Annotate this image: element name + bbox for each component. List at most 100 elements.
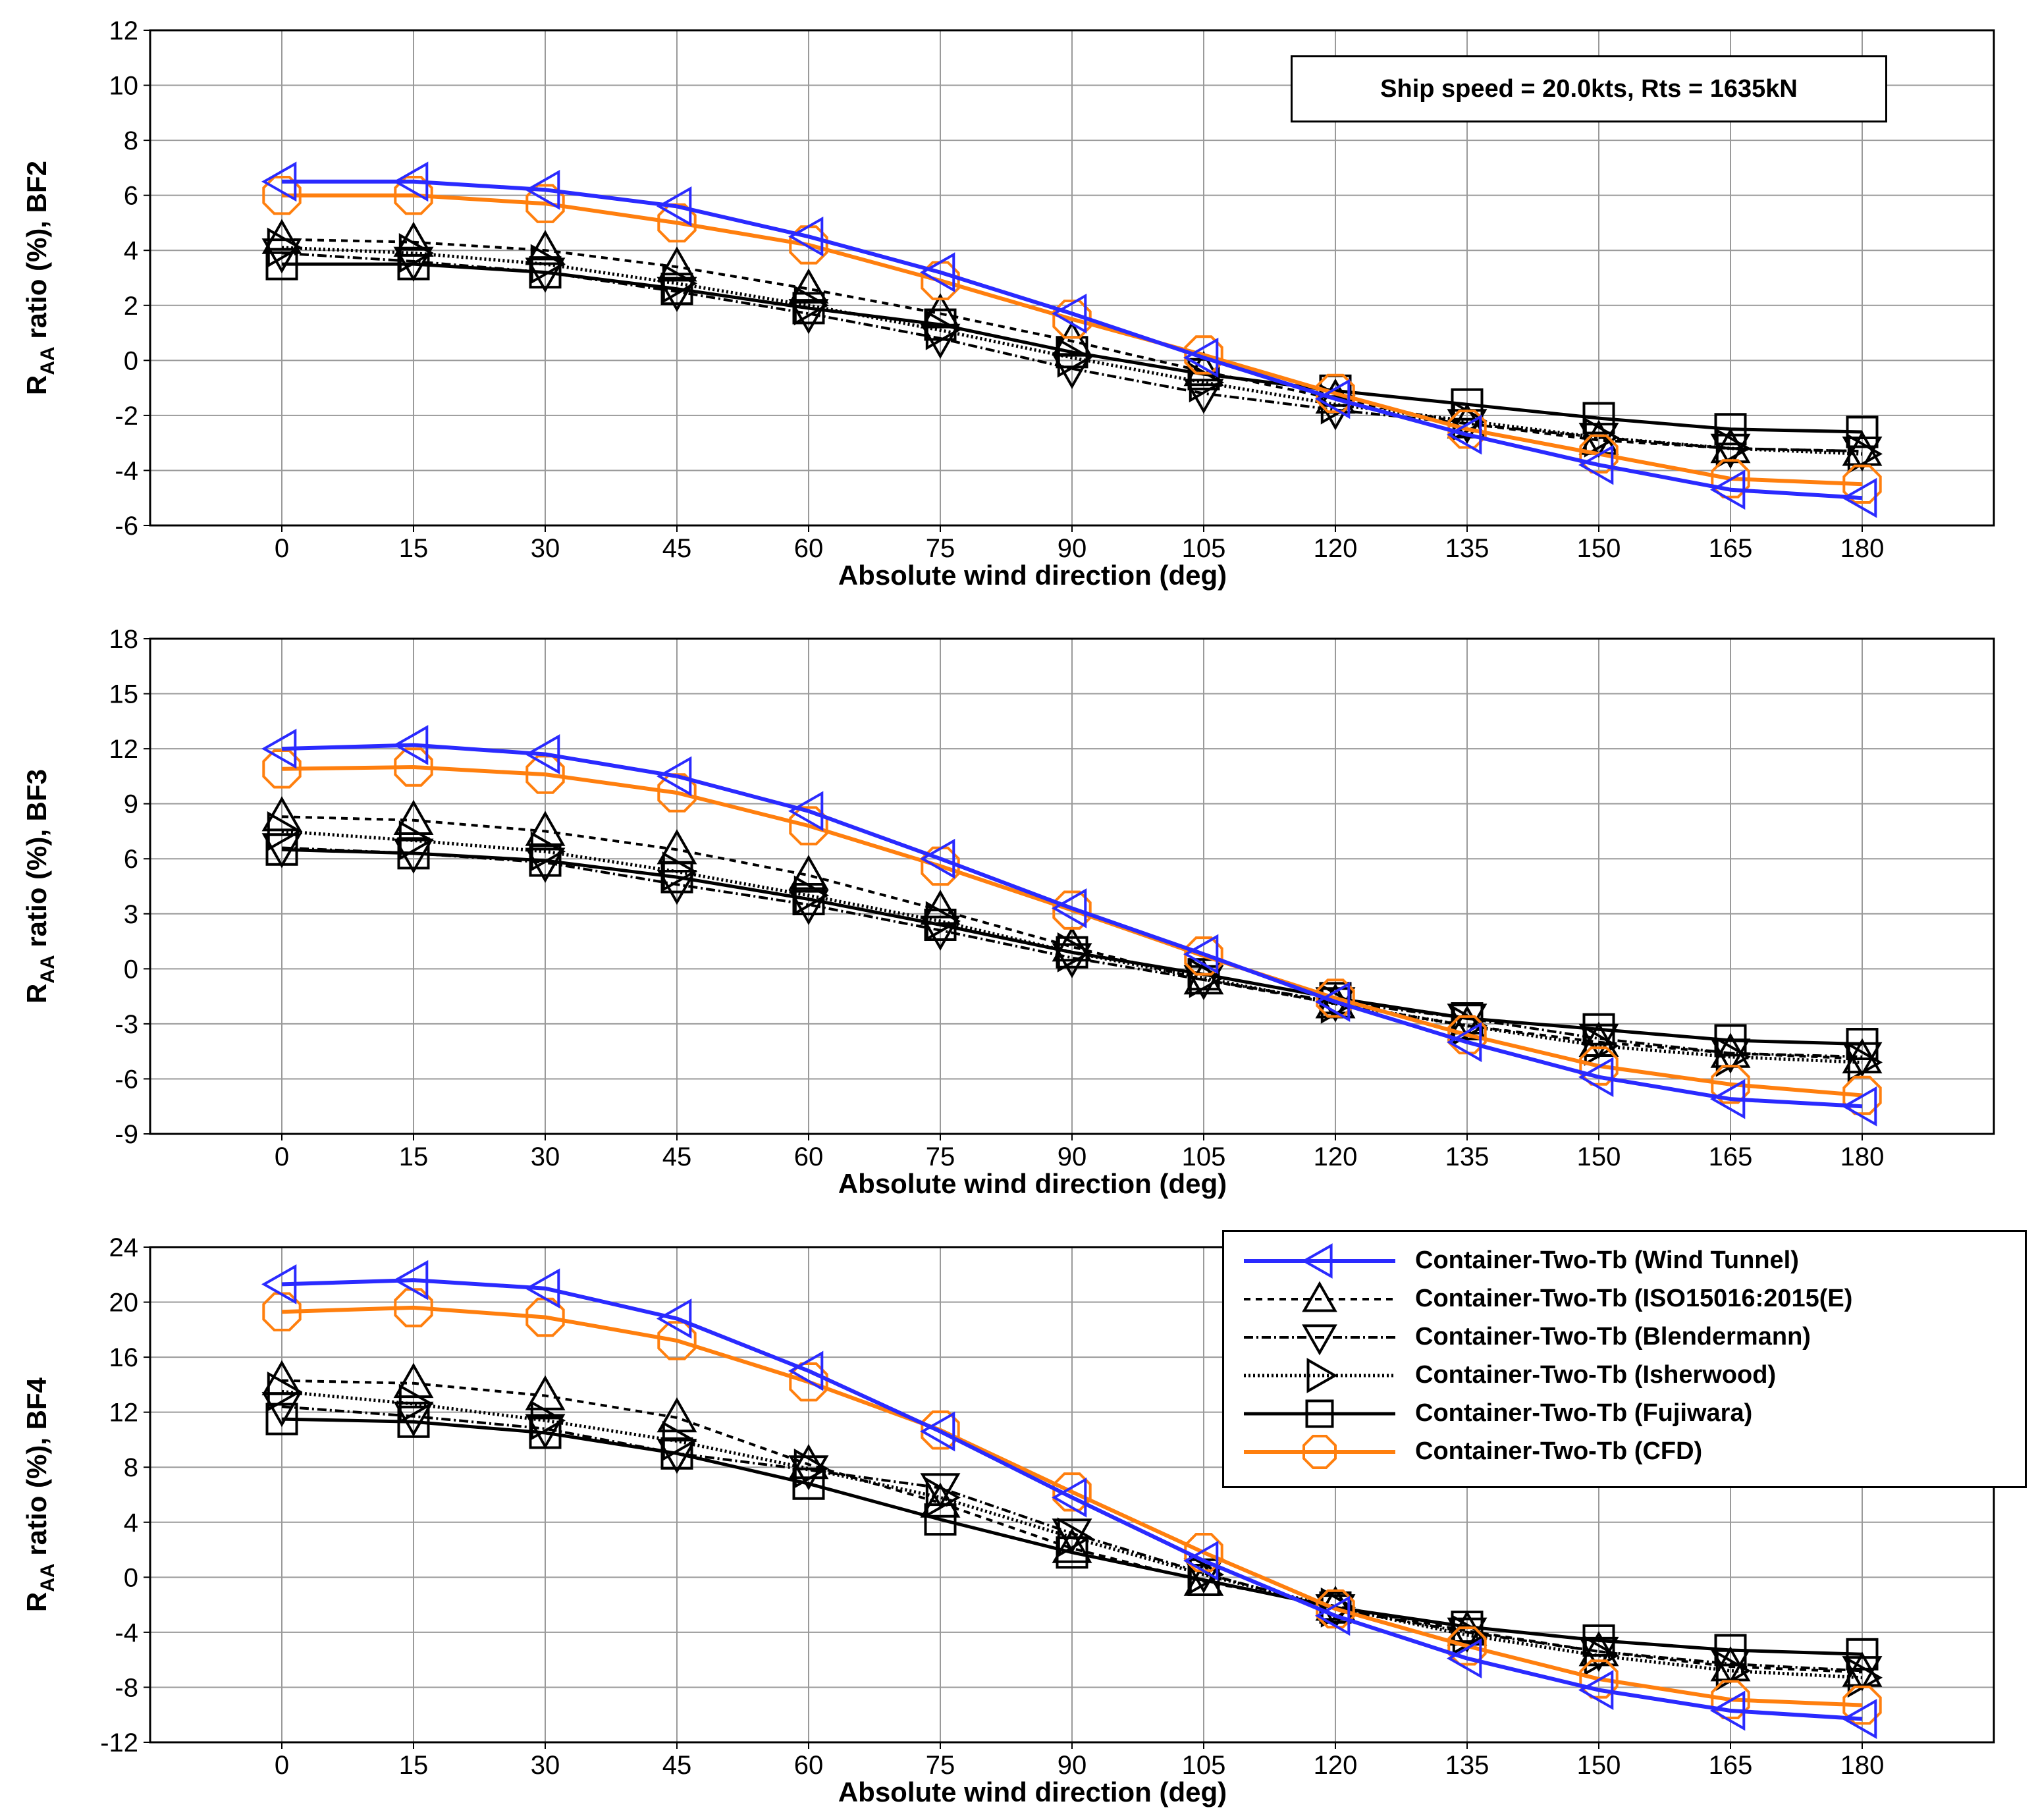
data-point-iso [393, 221, 434, 257]
data-point-iso [1578, 1021, 1619, 1057]
data-point-fuji [265, 248, 298, 281]
data-point-wt [524, 169, 560, 210]
data-point-iso [788, 855, 829, 890]
data-point-blend [393, 246, 434, 282]
data-point-blend [920, 1473, 961, 1509]
data-point-iso [920, 293, 961, 329]
data-point-isher [398, 232, 435, 273]
data-point-isher [530, 1400, 566, 1441]
series-line-iso [281, 238, 1863, 453]
data-point-blend [1578, 1636, 1619, 1673]
legend-label: Container-Two-Tb (ISO15016:2015(E) [1415, 1285, 1853, 1312]
data-point-cfd [1842, 464, 1882, 504]
x-tick-label: 45 [662, 534, 692, 563]
data-point-blend [788, 890, 829, 925]
data-point-fuji [1846, 415, 1879, 448]
x-tick-label: 15 [399, 1751, 429, 1780]
x-tick-label: 0 [275, 1751, 289, 1780]
data-point-cfd [262, 1292, 302, 1331]
data-point-wt [1183, 934, 1219, 975]
data-point-cfd [1842, 1075, 1882, 1115]
y-tick-label: 6 [124, 845, 138, 874]
y-tick-label: 2 [124, 292, 138, 321]
data-point-wt [1446, 1022, 1482, 1063]
data-point-blend [1447, 1617, 1488, 1653]
legend-item-cfd: Container-Two-Tb (CFD) [1224, 1433, 2025, 1470]
series-line-wt [281, 743, 1863, 1109]
series-wt [261, 725, 1877, 1127]
x-tick-label: 135 [1445, 1142, 1489, 1171]
data-point-wt [656, 186, 692, 227]
x-tick-label: 180 [1840, 534, 1885, 563]
data-point-wt [1183, 337, 1219, 378]
legend-item-wt: Container-Two-Tb (Wind Tunnel) [1224, 1243, 2025, 1279]
data-point-wt [1578, 1670, 1614, 1711]
data-point-blend [1052, 1518, 1092, 1554]
data-point-iso [1183, 350, 1224, 387]
data-point-fuji [265, 1403, 298, 1435]
data-point-blend [525, 257, 566, 293]
data-point-iso [1052, 926, 1092, 962]
data-point-iso [1447, 1005, 1488, 1040]
series-line-wt [281, 1278, 1863, 1721]
data-point-iso [261, 219, 302, 254]
data-point-wt [656, 1298, 692, 1339]
x-tick-label: 105 [1182, 534, 1226, 563]
x-tick-label: 15 [399, 534, 429, 563]
data-point-blend [920, 915, 961, 951]
x-tick-label: 90 [1058, 1751, 1087, 1780]
info-box: Ship speed = 20.0kts, Rts = 1635kN [1291, 55, 1887, 122]
data-point-blend [393, 838, 434, 874]
data-point-blend [657, 1439, 697, 1474]
data-point-blend [657, 277, 697, 312]
y-tick-label: -8 [115, 1673, 138, 1702]
data-point-wt [524, 1268, 560, 1309]
legend-item-fuji: Container-Two-Tb (Fujiwara) [1224, 1395, 2025, 1432]
x-tick-label: 120 [1314, 1751, 1358, 1780]
series-line-iso [281, 815, 1863, 1060]
y-tick-label: 0 [124, 346, 138, 375]
x-tick-label: 75 [926, 534, 955, 563]
data-point-iso [261, 1360, 302, 1395]
data-point-wt [1841, 1086, 1877, 1127]
y-tick-label: -6 [115, 512, 138, 541]
x-tick-label: 0 [275, 534, 289, 563]
data-point-blend [788, 299, 829, 335]
data-point-cfd [1447, 1626, 1487, 1666]
data-point-cfd [1579, 1046, 1619, 1086]
data-point-fuji [1582, 402, 1615, 435]
y-tick-label: 12 [109, 16, 139, 45]
legend-swatch-iso [1244, 1281, 1395, 1312]
data-point-iso [920, 890, 961, 925]
legend-item-blend: Container-Two-Tb (Blendermann) [1224, 1319, 2025, 1356]
x-axis-label: Absolute wind direction (deg) [838, 560, 1227, 591]
legend-marker-blend [1302, 1324, 1337, 1356]
y-tick-label: 8 [124, 1453, 138, 1482]
legend: Container-Two-Tb (Wind Tunnel) Container-… [1222, 1230, 2027, 1488]
data-point-wt [1709, 1690, 1746, 1731]
data-point-wt [919, 838, 955, 879]
data-point-wt [261, 728, 297, 769]
data-point-iso [1183, 1561, 1224, 1596]
x-tick-label: 165 [1709, 1751, 1753, 1780]
data-point-iso [393, 1362, 434, 1399]
plot-frame [149, 1246, 1995, 1744]
data-point-iso [1183, 959, 1224, 995]
data-point-iso [525, 230, 566, 265]
data-point-cfd [1711, 1065, 1750, 1104]
data-point-wt [1709, 1079, 1746, 1119]
data-point-iso [657, 1397, 697, 1433]
x-tick-label: 150 [1577, 1142, 1621, 1171]
series-line-wt [282, 179, 1863, 500]
data-point-iso [393, 799, 434, 835]
data-point-blend [1447, 1004, 1488, 1039]
x-tick-label: 165 [1709, 534, 1753, 563]
data-point-iso [1842, 1651, 1883, 1687]
data-point-iso [261, 796, 302, 832]
data-point-blend [1710, 1038, 1751, 1074]
x-axis-label: Absolute wind direction (deg) [838, 1168, 1227, 1199]
data-point-wt [1841, 1699, 1877, 1739]
legend-label: Container-Two-Tb (Isherwood) [1415, 1361, 1777, 1389]
legend-label: Container-Two-Tb (Fujiwara) [1415, 1399, 1753, 1427]
data-point-cfd [1711, 459, 1750, 498]
